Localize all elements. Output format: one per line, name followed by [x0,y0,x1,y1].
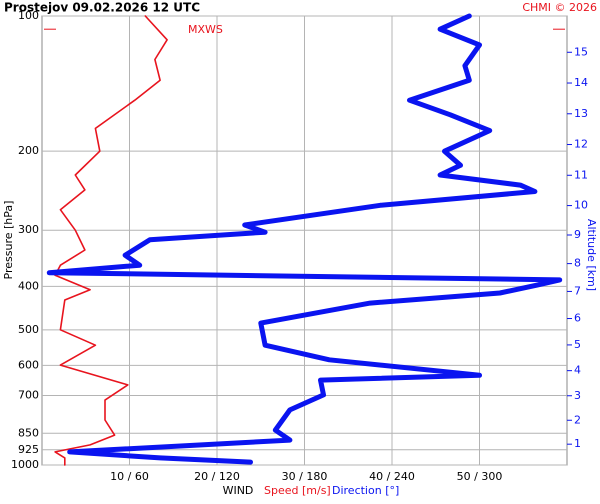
chart-title: Prostejov 09.02.2026 12 UTC [4,1,200,15]
x-tick-label: 30 / 180 [282,470,328,483]
x-tick-label: 20 / 120 [194,470,240,483]
y2-tick-label: 1 [574,437,581,450]
y2-tick-label: 8 [574,257,581,270]
y2-tick-label: 6 [574,312,581,325]
y-axis-label: Pressure [hPa] [2,201,15,280]
y-tick-label: 850 [18,426,39,439]
y-tick-label: 200 [18,144,39,157]
profile-line [46,13,563,465]
y-tick-label: 100 [18,9,39,22]
legend-entry: Speed [m/s] [264,484,331,497]
y2-tick-label: 7 [574,284,581,297]
y2-tick-label: 4 [574,364,581,377]
y-tick-label: 400 [18,279,39,292]
y-tick-label: 925 [18,443,39,456]
y2-tick-label: 14 [574,76,588,89]
y-tick-label: 1000 [11,458,39,471]
y-tick-label: 600 [18,358,39,371]
y-tick-label: 300 [18,223,39,236]
y2-tick-label: 2 [574,413,581,426]
x-tick-label: 50 / 300 [457,470,503,483]
y2-tick-label: 12 [574,138,588,151]
profile-line [54,15,168,466]
y2-tick-label: 10 [574,199,588,212]
mxws-label: MXWS [188,23,223,36]
x-tick-label: 10 / 60 [110,470,149,483]
y2-axis-label: Altitude [km] [585,219,598,291]
y2-tick-label: 5 [574,338,581,351]
y2-tick-label: 15 [574,45,588,58]
legend-entry: Direction [°] [332,484,399,497]
y2-tick-label: 3 [574,389,581,402]
x-axis-label: WIND [223,484,254,497]
y-tick-label: 500 [18,323,39,336]
y2-tick-label: 9 [574,228,581,241]
y2-tick-label: 11 [574,168,588,181]
credit: CHMI © 2026 [522,1,597,14]
y2-tick-label: 13 [574,107,588,120]
x-tick-label: 40 / 240 [369,470,415,483]
y-tick-label: 700 [18,388,39,401]
